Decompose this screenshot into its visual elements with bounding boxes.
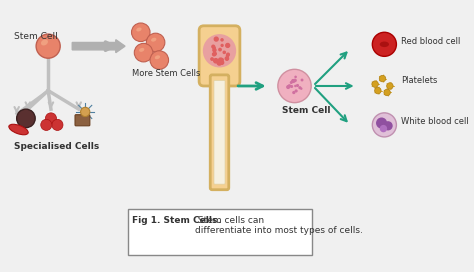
Circle shape — [380, 125, 387, 132]
Circle shape — [227, 55, 228, 57]
Circle shape — [221, 44, 223, 46]
Circle shape — [383, 121, 392, 131]
Circle shape — [214, 52, 216, 55]
Text: Red blood cell: Red blood cell — [401, 37, 460, 46]
Text: Stem Cell: Stem Cell — [283, 106, 331, 115]
Ellipse shape — [9, 124, 28, 135]
Circle shape — [387, 83, 393, 89]
Circle shape — [219, 58, 223, 62]
Ellipse shape — [380, 42, 389, 47]
Text: Stem cells can
differentiate into most types of cells.: Stem cells can differentiate into most t… — [195, 216, 363, 235]
Circle shape — [221, 39, 223, 41]
Text: Fig 1. Stem Cells.: Fig 1. Stem Cells. — [132, 216, 221, 225]
Circle shape — [297, 85, 298, 86]
Circle shape — [212, 45, 215, 48]
Circle shape — [293, 92, 295, 94]
Circle shape — [301, 88, 302, 89]
Circle shape — [292, 80, 294, 82]
Circle shape — [41, 119, 52, 131]
FancyArrow shape — [72, 40, 125, 53]
Circle shape — [146, 33, 165, 52]
Circle shape — [150, 51, 169, 69]
Circle shape — [46, 113, 56, 124]
Circle shape — [372, 113, 396, 137]
Circle shape — [203, 34, 236, 67]
Ellipse shape — [41, 39, 48, 45]
Circle shape — [294, 79, 296, 82]
Circle shape — [214, 37, 218, 41]
FancyBboxPatch shape — [199, 26, 240, 86]
Circle shape — [379, 75, 386, 82]
Circle shape — [372, 32, 396, 56]
Circle shape — [221, 58, 223, 61]
Circle shape — [299, 87, 301, 89]
FancyBboxPatch shape — [214, 81, 225, 184]
Circle shape — [211, 58, 213, 60]
Circle shape — [384, 89, 391, 96]
Circle shape — [212, 53, 216, 56]
Circle shape — [301, 79, 303, 81]
FancyBboxPatch shape — [210, 75, 229, 190]
FancyBboxPatch shape — [75, 115, 90, 126]
Text: White blood cell: White blood cell — [401, 117, 469, 126]
Circle shape — [223, 51, 225, 53]
Circle shape — [288, 85, 291, 87]
Circle shape — [295, 85, 296, 86]
Circle shape — [376, 118, 387, 129]
Circle shape — [134, 43, 153, 62]
Circle shape — [372, 81, 378, 87]
Circle shape — [374, 87, 381, 94]
Circle shape — [81, 107, 90, 116]
Circle shape — [278, 69, 311, 103]
Circle shape — [295, 90, 297, 92]
FancyBboxPatch shape — [128, 209, 312, 255]
Text: Platelets: Platelets — [401, 76, 438, 85]
Circle shape — [220, 61, 224, 64]
Text: Stem Cell: Stem Cell — [14, 32, 58, 41]
Circle shape — [287, 86, 290, 88]
Circle shape — [213, 49, 216, 52]
Circle shape — [293, 80, 294, 82]
Circle shape — [295, 76, 296, 78]
Circle shape — [291, 86, 292, 87]
Circle shape — [291, 82, 292, 83]
Text: More Stem Cells: More Stem Cells — [132, 69, 201, 78]
Circle shape — [226, 58, 228, 60]
Circle shape — [17, 109, 35, 128]
Circle shape — [52, 119, 63, 131]
Circle shape — [36, 34, 60, 58]
Circle shape — [213, 47, 215, 49]
Ellipse shape — [139, 48, 145, 52]
Circle shape — [226, 44, 229, 47]
Circle shape — [225, 57, 228, 60]
Circle shape — [217, 61, 221, 65]
Circle shape — [214, 59, 218, 63]
Ellipse shape — [151, 38, 156, 42]
Circle shape — [219, 48, 221, 51]
Circle shape — [227, 53, 229, 56]
Ellipse shape — [136, 27, 142, 32]
Text: Specialised Cells: Specialised Cells — [14, 141, 99, 151]
Ellipse shape — [155, 55, 160, 59]
Circle shape — [131, 23, 150, 42]
